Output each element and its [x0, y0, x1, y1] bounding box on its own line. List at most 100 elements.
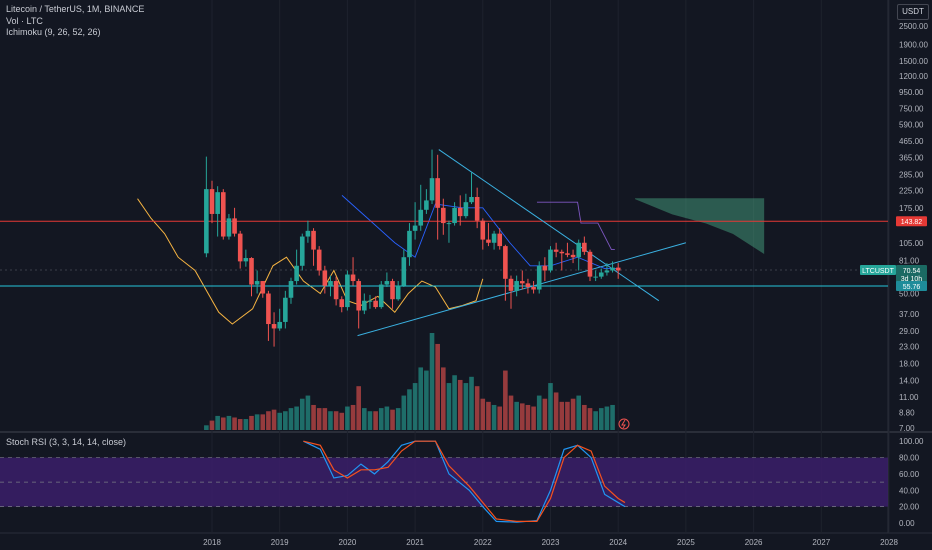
- candle: [412, 202, 418, 240]
- candle-body: [582, 242, 587, 252]
- down-trendline[interactable]: [438, 149, 660, 302]
- volume-bar: [333, 411, 339, 430]
- ichimoku-cloud: [634, 198, 765, 255]
- candle-body: [215, 192, 220, 214]
- candle: [424, 189, 429, 214]
- candle-body: [243, 258, 249, 262]
- candle-body: [435, 178, 440, 208]
- y-tick-label: 14.00: [899, 377, 920, 386]
- candle-body: [384, 281, 390, 285]
- candle: [514, 275, 519, 297]
- volume-bar: [503, 370, 508, 430]
- candle: [294, 249, 299, 285]
- candle: [446, 220, 452, 243]
- candle-body: [503, 246, 508, 279]
- candle-body: [237, 233, 243, 262]
- candle: [277, 308, 282, 331]
- candle-body: [328, 281, 333, 286]
- stoch-d-line: [303, 440, 626, 522]
- volume-bar: [604, 406, 610, 430]
- candle-body: [311, 230, 316, 250]
- candle: [356, 278, 361, 329]
- stoch-y-tick-label: 60.00: [899, 470, 920, 479]
- symbol-legend[interactable]: Litecoin / TetherUS, 1M, BINANCE: [6, 4, 145, 14]
- volume-bar: [401, 395, 407, 430]
- candle-body: [463, 202, 469, 217]
- candle-body: [249, 258, 254, 285]
- candle: [519, 270, 525, 290]
- volume-bar: [322, 408, 328, 430]
- candle-body: [486, 239, 491, 243]
- ichimoku-kijun-line: [536, 201, 615, 251]
- stoch-rsi-legend[interactable]: Stoch RSI (3, 3, 14, 14, close): [6, 437, 127, 447]
- x-tick-label: 2022: [474, 538, 492, 547]
- candle-body: [345, 274, 350, 308]
- volume-bar: [215, 415, 220, 430]
- volume-bar: [542, 398, 548, 430]
- ichimoku-legend[interactable]: Ichimoku (9, 26, 52, 26): [6, 27, 101, 37]
- candle-body: [525, 283, 531, 287]
- volume-bar: [582, 404, 587, 430]
- candle-body: [333, 281, 339, 300]
- volume-bar: [576, 395, 582, 430]
- candle-body: [531, 286, 536, 290]
- lightning-icon[interactable]: [618, 418, 630, 430]
- y-tick-label: 105.00: [899, 239, 924, 248]
- y-tick-label: 50.00: [899, 290, 920, 299]
- volume-bar: [226, 415, 232, 430]
- candle: [204, 156, 209, 258]
- candle-body: [373, 300, 378, 308]
- candle: [480, 218, 486, 250]
- candle: [249, 257, 254, 297]
- volume-bar: [531, 406, 536, 430]
- candle: [497, 228, 503, 250]
- volume-bar: [395, 408, 401, 430]
- y-tick-label: 81.00: [899, 257, 920, 266]
- candle: [570, 249, 576, 264]
- volume-bar: [519, 403, 525, 430]
- candle: [243, 249, 249, 267]
- y-tick-label: 1900.00: [899, 41, 928, 50]
- candle-body: [277, 321, 282, 329]
- volume-bar: [463, 383, 469, 430]
- volume-bar: [525, 404, 531, 430]
- candle: [457, 195, 463, 226]
- volume-bar: [480, 398, 486, 430]
- volume-bar: [536, 395, 542, 430]
- volume-bar: [418, 367, 424, 430]
- candle-body: [604, 270, 610, 273]
- volume-bar: [497, 406, 503, 430]
- volume-bar: [299, 398, 305, 430]
- candle-body: [519, 281, 525, 284]
- candle-body: [266, 293, 271, 325]
- volume-bar: [412, 383, 418, 430]
- candle: [283, 290, 288, 329]
- y-tick-label: 175.00: [899, 204, 924, 213]
- candle-body: [412, 225, 418, 231]
- candle-body: [615, 267, 621, 271]
- volume-bar: [610, 404, 615, 430]
- candle: [565, 242, 570, 258]
- x-tick-label: 2027: [812, 538, 830, 547]
- candle-body: [305, 230, 311, 237]
- candle-body: [378, 284, 384, 308]
- volume-bar: [469, 376, 474, 430]
- volume-legend[interactable]: Vol · LTC: [6, 16, 43, 26]
- currency-button[interactable]: USDT: [897, 4, 929, 20]
- x-tick-label: 2028: [880, 538, 898, 547]
- candle-body: [610, 267, 615, 271]
- volume-bar: [305, 395, 311, 430]
- candle: [305, 220, 311, 243]
- candle: [587, 249, 593, 282]
- y-tick-label: 465.00: [899, 137, 924, 146]
- up-trendline[interactable]: [357, 242, 687, 337]
- candle-body: [441, 207, 446, 224]
- candle-body: [565, 253, 570, 255]
- candle: [232, 207, 237, 237]
- volume-bar: [457, 379, 463, 430]
- candle-body: [283, 297, 288, 322]
- candle-body: [542, 265, 548, 271]
- volume-bar: [220, 417, 226, 430]
- candle-body: [548, 249, 553, 271]
- candle: [553, 242, 559, 258]
